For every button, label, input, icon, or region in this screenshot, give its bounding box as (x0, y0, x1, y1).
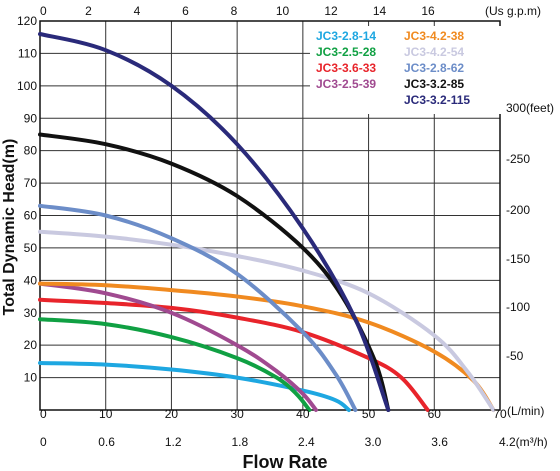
bottom2-tick-label: 1.8 (231, 435, 248, 449)
top-tick-label: 10 (276, 4, 290, 18)
x-axis-title: Flow Rate (242, 452, 327, 471)
series-JC3-2.8-62 (38, 203, 358, 412)
x-tick-label: 10 (99, 407, 113, 421)
x-tick-label: 30 (230, 407, 244, 421)
legend-item-jc3-4.2-38: JC3-4.2-38 (404, 29, 464, 43)
top-tick-label: 16 (421, 4, 435, 18)
right-tick-label: -50 (506, 349, 524, 363)
ticks-layer: 0 10 20 30 40 50 60 701020304050607080901001101… (17, 4, 530, 449)
bottom2-tick-label: 3.6 (431, 435, 448, 449)
series-JC3-2.5-39 (38, 281, 318, 412)
bottom2-tick-label: 3.0 (365, 435, 382, 449)
y-tick-label: 100 (17, 79, 37, 93)
y-axis-title: Total Dynamic Head(m) (1, 139, 18, 316)
top-axis-unit-label: (Us g.p.m) (485, 4, 541, 18)
y-tick-label: 60 (24, 209, 38, 223)
bottom2-tick-label: 2.4 (298, 435, 315, 449)
right-tick-label: -200 (506, 203, 530, 217)
y-tick-label: 30 (24, 306, 38, 320)
top-tick-label: 4 (134, 4, 141, 18)
series-JC3-3.2-85 (38, 132, 391, 412)
y-tick-label: 70 (24, 176, 38, 190)
y-tick-label: 90 (24, 111, 38, 125)
series-JC3-3.6-33 (38, 297, 430, 412)
y-tick-label: 40 (24, 273, 38, 287)
x-tick-label: 70 (493, 407, 507, 421)
legend-item-jc3-2.5-39: JC3-2.5-39 (316, 77, 376, 91)
legend-item-jc3-3.2-85: JC3-3.2-85 (404, 77, 464, 91)
bottom2-tick-label: 0 (40, 435, 47, 449)
right-tick-label: -250 (506, 152, 530, 166)
legend-item-jc3-2.5-28: JC3-2.5-28 (316, 45, 376, 59)
x-tick-label: 40 (296, 407, 310, 421)
legend-box (310, 26, 502, 114)
x-axis-unit-label: (L/min) (507, 404, 544, 418)
legend-item-jc3-3.6-33: JC3-3.6-33 (316, 61, 376, 75)
bottom2-tick-label: 0.6 (98, 435, 115, 449)
y-tick-label: 50 (24, 241, 38, 255)
series-JC3-2.8-14 (38, 361, 351, 412)
top-tick-label: 0 (40, 4, 47, 18)
y-tick-label: 10 (24, 371, 38, 385)
y-tick-label: 80 (24, 144, 38, 158)
x-tick-label: 60 (428, 407, 442, 421)
legend: JC3-2.8-14 JC3-2.5-28 JC3-3.6-33 JC3-2.5… (310, 26, 502, 114)
series-layer (38, 32, 496, 412)
series-JC3-2.5-28 (38, 317, 312, 412)
series-JC3-4.2-54 (38, 229, 496, 412)
x-tick-label: 50 (362, 407, 376, 421)
x-tick-label: 20 (165, 407, 179, 421)
y-tick-label: 120 (17, 14, 37, 28)
legend-item-jc3-4.2-54: JC3-4.2-54 (404, 45, 464, 59)
y-tick-label: 20 (24, 338, 38, 352)
series-JC3-3.2-115 (38, 32, 391, 412)
legend-item-jc3-2.8-62: JC3-2.8-62 (404, 61, 464, 75)
right-axis-unit-label: 300(feet) (506, 101, 554, 115)
top-tick-label: 12 (324, 4, 338, 18)
x-tick-label: 0 (40, 407, 47, 421)
plot-frame (39, 20, 501, 411)
top-tick-label: 2 (85, 4, 92, 18)
bottom2-axis-unit-label: 4.2(m³/h) (499, 435, 548, 449)
legend-item-jc3-3.2-115: JC3-3.2-115 (404, 93, 470, 107)
right-tick-label: -100 (506, 300, 530, 314)
y-tick-label: 110 (18, 46, 37, 60)
series-JC3-4.2-38 (38, 281, 496, 412)
top-tick-label: 8 (231, 4, 238, 18)
legend-item-jc3-2.8-14: JC3-2.8-14 (316, 29, 376, 43)
top-tick-label: 6 (182, 4, 189, 18)
top-tick-label: 14 (373, 4, 387, 18)
bottom2-tick-label: 1.2 (165, 435, 182, 449)
right-tick-label: -150 (506, 252, 530, 266)
